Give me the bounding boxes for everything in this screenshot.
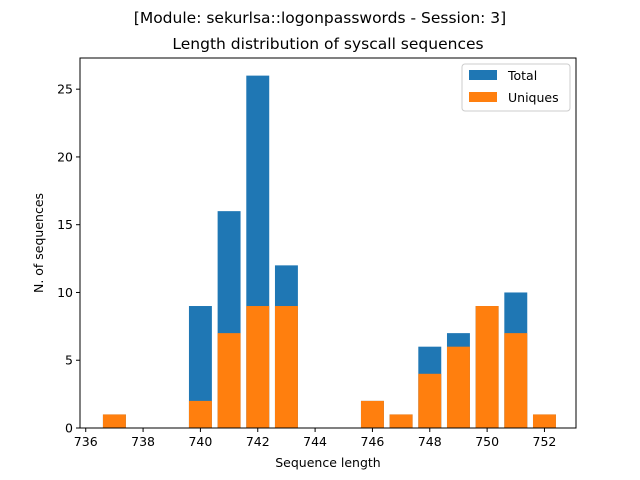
x-tick-label: 744 bbox=[303, 434, 327, 449]
y-tick-label: 15 bbox=[57, 217, 73, 232]
x-tick-label: 740 bbox=[188, 434, 212, 449]
chart-title: [Module: sekurlsa::logonpasswords - Sess… bbox=[134, 9, 506, 27]
bar-uniques-743 bbox=[274, 306, 298, 428]
bar-uniques-748 bbox=[418, 373, 442, 428]
x-tick-label: 750 bbox=[475, 434, 499, 449]
bar-uniques-747 bbox=[389, 414, 413, 428]
x-tick-label: 736 bbox=[74, 434, 98, 449]
bar-uniques-749 bbox=[446, 346, 470, 428]
legend: Total Uniques bbox=[461, 63, 571, 112]
y-tick-label: 0 bbox=[65, 421, 73, 436]
y-tick-label: 5 bbox=[65, 353, 73, 368]
bar-uniques-752 bbox=[532, 414, 556, 428]
y-tick-label: 10 bbox=[57, 285, 73, 300]
legend-label-uniques: Uniques bbox=[508, 90, 559, 105]
legend-swatch-uniques bbox=[469, 92, 497, 102]
x-tick-label: 738 bbox=[131, 434, 155, 449]
legend-swatch-total bbox=[469, 70, 497, 80]
bar-total-740 bbox=[188, 306, 212, 428]
x-axis-ticks: 736 738 740 742 744 746 748 750 752 bbox=[74, 428, 557, 449]
bar-uniques-746 bbox=[360, 400, 384, 428]
y-axis-label: N. of sequences bbox=[31, 193, 46, 293]
bar-uniques-751 bbox=[504, 333, 528, 428]
bar-uniques-737 bbox=[102, 414, 126, 428]
bar-uniques-750 bbox=[475, 306, 499, 428]
legend-label-total: Total bbox=[507, 68, 537, 83]
y-axis-ticks: 0 5 10 15 20 25 bbox=[57, 82, 80, 436]
bar-uniques-740 bbox=[188, 400, 212, 428]
x-axis-label: Sequence length bbox=[275, 455, 380, 470]
x-tick-label: 746 bbox=[361, 434, 385, 449]
x-tick-label: 752 bbox=[533, 434, 557, 449]
bar-uniques-741 bbox=[217, 333, 241, 428]
x-tick-label: 748 bbox=[418, 434, 442, 449]
x-tick-label: 742 bbox=[246, 434, 270, 449]
chart-subtitle: Length distribution of syscall sequences bbox=[172, 35, 483, 53]
y-tick-label: 25 bbox=[57, 82, 73, 97]
y-tick-label: 20 bbox=[57, 149, 73, 164]
bar-uniques-742 bbox=[246, 306, 270, 428]
plot-frame bbox=[79, 57, 577, 429]
series-uniques-bars bbox=[102, 306, 556, 428]
